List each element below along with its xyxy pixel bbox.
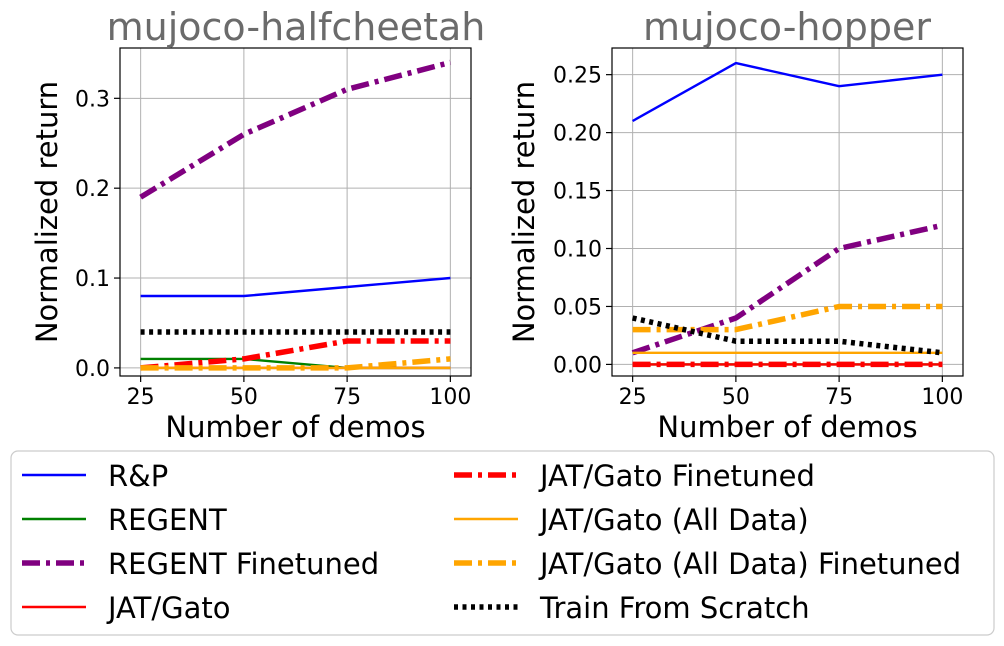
series-line-jat-gato-finetuned <box>140 338 451 371</box>
y-tick-label: 0.20 <box>553 122 602 147</box>
chart-title: mujoco-halfcheetah <box>107 5 486 49</box>
y-axis-label: Normalized return <box>507 81 541 343</box>
y-tick-label: 0.05 <box>553 295 602 320</box>
y-tick-label: 0.00 <box>553 353 602 378</box>
legend-label: JAT/Gato Finetuned <box>538 459 815 493</box>
legend: R&P REGENT REGENT Finetuned JAT/Gato JAT/Gat… <box>10 450 995 636</box>
x-tick-label: 50 <box>230 385 258 410</box>
series-line-train-from-scratch <box>631 315 943 356</box>
chart-title: mujoco-hopper <box>643 5 931 49</box>
x-tick-label: 100 <box>429 385 471 410</box>
y-tick-label: 0.15 <box>553 180 602 205</box>
x-axis-label: Number of demos <box>657 410 917 444</box>
legend-label: JAT/Gato (All Data) Finetuned <box>538 547 961 581</box>
series-line-regent-finetuned <box>139 59 452 200</box>
legend-label: JAT/Gato <box>106 591 230 625</box>
y-tick-label: 0.3 <box>75 87 110 112</box>
series-line-regent-finetuned <box>631 222 944 356</box>
x-axis-label: Number of demos <box>165 410 425 444</box>
y-tick-label: 0.10 <box>553 238 602 263</box>
legend-label: JAT/Gato (All Data) <box>538 503 809 537</box>
series-line-jat-gato-all-data-finetuned <box>632 303 943 333</box>
legend-label: REGENT <box>108 503 227 537</box>
legend-label: R&P <box>108 459 168 493</box>
legend-label: REGENT Finetuned <box>108 547 379 581</box>
hopper-chart: 25 50 75 100 0.00 0.05 0.10 0.15 0.20 0.25 mujoco-… <box>507 5 964 444</box>
y-tick-label: 0.2 <box>75 177 110 202</box>
halfcheetah-chart: 25 50 75 100 0.0 0.1 0.2 0.3 mujoco-halfcheetah N… <box>30 5 485 444</box>
x-tick-label: 25 <box>619 385 647 410</box>
y-tick-label: 0.0 <box>75 357 110 382</box>
legend-frame <box>10 450 995 636</box>
plot-frame <box>119 47 472 377</box>
x-tick-label: 100 <box>921 385 963 410</box>
series-line-r-p <box>632 61 943 123</box>
y-tick-label: 0.1 <box>75 267 110 292</box>
y-axis-label: Normalized return <box>30 81 64 343</box>
x-tick-label: 75 <box>333 385 361 410</box>
plot-frame <box>611 47 964 377</box>
x-tick-label: 25 <box>127 385 155 410</box>
x-tick-label: 50 <box>722 385 750 410</box>
x-tick-label: 75 <box>825 385 853 410</box>
series-line-r-p <box>140 276 451 298</box>
legend-label: Train From Scratch <box>539 591 810 625</box>
series-line-jat-gato-all-data-finetuned <box>140 356 451 371</box>
y-tick-label: 0.25 <box>553 64 602 89</box>
